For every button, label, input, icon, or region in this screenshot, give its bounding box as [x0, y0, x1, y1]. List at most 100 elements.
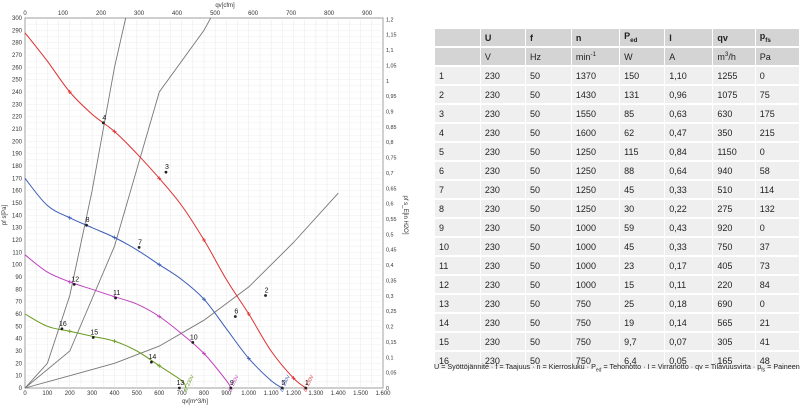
table-cell: 565 [713, 314, 755, 331]
table-cell: 84 [755, 276, 799, 293]
y-left-tick-label: 240 [12, 90, 23, 96]
y-left-tick-label: 120 [12, 238, 23, 244]
table-unit-cell: Hz [526, 48, 571, 65]
table-cell: 1075 [713, 86, 755, 103]
table-cell: 11 [435, 257, 480, 274]
table-row: 2 230 50 1430 131 0,96 1075 75 [435, 86, 799, 103]
table-cell: 6 [435, 162, 480, 179]
y-right-tick-label: 0,1 [386, 355, 394, 361]
table-header-cell: I [665, 29, 713, 46]
table-cell: 50 [526, 257, 571, 274]
table-cell: 405 [713, 257, 755, 274]
table-row: 11 230 50 1000 23 0,17 405 73 [435, 257, 799, 274]
table-cell: 114 [755, 181, 799, 198]
table-cell: 75 [755, 86, 799, 103]
y-left-tick-label: 160 [12, 189, 23, 195]
table-row: 5 230 50 1250 115 0,84 1150 0 [435, 143, 799, 160]
x-bottom-tick-label: 200 [65, 391, 76, 397]
y-left-tick-label: 60 [15, 312, 22, 318]
y-right-tick-label: 1,05 [386, 63, 397, 69]
y-left-tick-label: 90 [15, 275, 22, 281]
table-header-cell: pfs [755, 29, 799, 46]
y-right-tick-label: 0,8 [386, 140, 394, 146]
x-top-tick-label: 600 [248, 11, 259, 17]
operating-point-label: 9 [230, 380, 234, 387]
y-left-tick-label: 20 [15, 361, 22, 367]
table-cell: 10 [435, 238, 480, 255]
y-right-tick-label: 1,1 [386, 48, 394, 54]
table-cell: 3 [435, 105, 480, 122]
y-left-tick-label: 70 [15, 300, 22, 306]
operating-point [114, 296, 118, 300]
operating-point [229, 386, 233, 390]
table-header-cell: Ped [620, 29, 665, 46]
table-cell: 230 [480, 200, 525, 217]
table-cell: 6,4 [620, 352, 665, 369]
operating-point-label: 8 [86, 217, 90, 224]
table-row: 9 230 50 1000 59 0,43 920 0 [435, 219, 799, 236]
table-cell: 45 [620, 181, 665, 198]
table-cell: 0,14 [665, 314, 713, 331]
table-cell: 48 [755, 352, 799, 369]
operating-point [72, 283, 76, 286]
table-cell: 37 [755, 238, 799, 255]
table-cell: 14 [435, 314, 480, 331]
table-cell: 1255 [713, 67, 755, 84]
system-curve [24, 17, 212, 389]
operating-point-label: 12 [71, 276, 79, 283]
table-cell: 275 [713, 200, 755, 217]
table-cell: 230 [480, 86, 525, 103]
x-bottom-tick-label: 500 [132, 391, 143, 397]
table-cell: 750 [713, 238, 755, 255]
operating-point [164, 170, 168, 174]
y-left-tick-label: 40 [15, 337, 22, 343]
table-header-cell: f [526, 29, 571, 46]
table-cell: 230 [480, 67, 525, 84]
operating-point [85, 223, 88, 227]
operating-point [150, 360, 153, 364]
y-left-tick-label: 80 [15, 287, 22, 293]
table-cell: 21 [755, 314, 799, 331]
y-left-tick-label: 150 [12, 201, 23, 207]
table-row: 13 230 50 750 25 0,18 690 0 [435, 295, 799, 312]
x-bottom-tick-label: 100 [42, 391, 53, 397]
operating-point-label: 11 [113, 290, 120, 297]
operating-point-label: 1 [305, 380, 309, 387]
table-cell: 940 [713, 162, 755, 179]
y-right-tick-label: 0,55 [386, 217, 397, 223]
table-cell: 0,84 [665, 143, 713, 160]
table-cell: 230 [480, 162, 525, 179]
table-header-cell [435, 29, 480, 46]
y-left-tick-label: 130 [12, 226, 23, 232]
table-cell: 175 [755, 105, 799, 122]
table-cell: 220 [713, 276, 755, 293]
table-cell: 50 [526, 352, 571, 369]
y-right-tick-label: 0,35 [386, 278, 397, 284]
table-cell: 59 [620, 219, 665, 236]
x-top-tick-label: 100 [58, 11, 69, 17]
x-bottom-tick-label: 1.500 [353, 391, 369, 397]
y-right-tick-label: 0,25 [386, 309, 397, 315]
table-cell: 230 [480, 143, 525, 160]
y-left-tick-label: 140 [12, 213, 23, 219]
table-cell: 50 [526, 276, 571, 293]
operating-point-label: 5 [281, 380, 285, 387]
x-bottom-tick-label: 1.200 [286, 391, 302, 397]
table-cell: 1600 [571, 124, 620, 141]
table-cell: 1250 [571, 200, 620, 217]
table-row: 7 230 50 1250 45 0,33 510 114 [435, 181, 799, 198]
table-cell: 50 [526, 143, 571, 160]
table-cell: 23 [620, 257, 665, 274]
table-row: 15 230 50 750 9,7 0,07 305 41 [435, 333, 799, 350]
table-cell: 50 [526, 238, 571, 255]
y-left-tick-label: 110 [12, 250, 22, 256]
table-cell: 230 [480, 219, 525, 236]
table-row: 4 230 50 1600 62 0,47 350 215 [435, 124, 799, 141]
x-top-axis-label: qv[cfm] [215, 3, 235, 9]
table-cell: 19 [620, 314, 665, 331]
table-unit-cell: Pa [755, 48, 799, 65]
operating-point-label: 15 [90, 329, 98, 336]
x-top-tick-label: 700 [286, 11, 297, 17]
y-left-tick-label: 100 [12, 263, 23, 269]
table-cell: 0,05 [665, 352, 713, 369]
